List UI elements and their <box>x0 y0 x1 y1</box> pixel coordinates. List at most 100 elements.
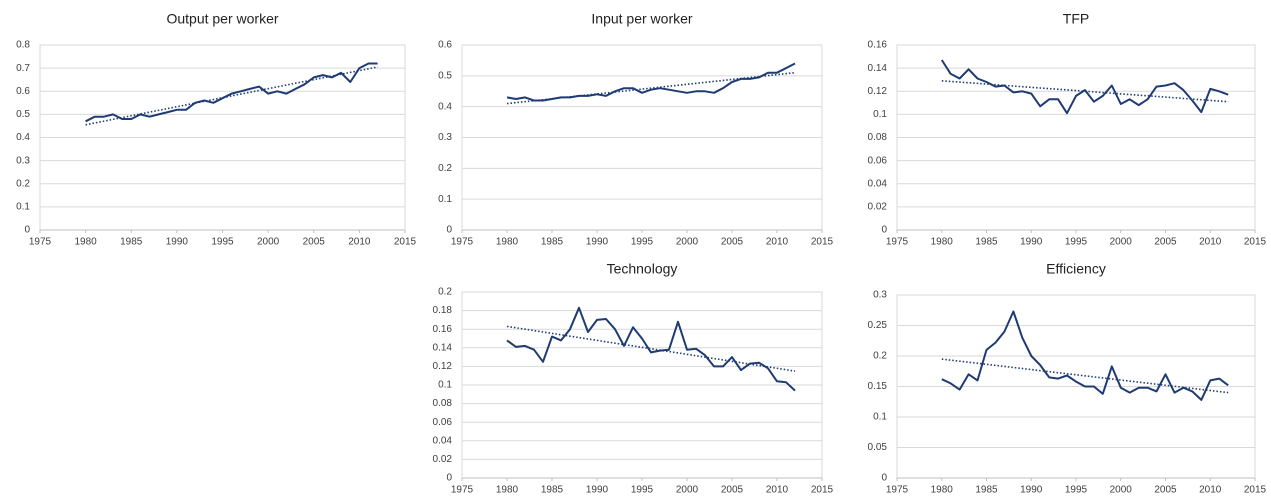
y-tick-label: 0.04 <box>868 178 888 189</box>
y-tick-label: 0 <box>881 225 887 236</box>
y-tick-label: 0.6 <box>438 40 452 51</box>
x-tick-label: 1975 <box>29 237 52 248</box>
x-tick-label: 2010 <box>766 237 789 248</box>
x-tick-label: 2000 <box>676 485 699 496</box>
data-line <box>85 62 378 123</box>
y-tick-label: 0.2 <box>438 163 452 174</box>
x-tick-label: 1975 <box>451 237 474 248</box>
y-tick-label: 0.12 <box>433 361 453 372</box>
y-tick-label: 0.05 <box>868 442 888 453</box>
y-tick-label: 0.12 <box>868 86 888 97</box>
y-tick-label: 0.5 <box>438 70 452 81</box>
chart-title: Efficiency <box>1046 261 1106 277</box>
x-tick-label: 1995 <box>211 237 234 248</box>
data-line <box>941 310 1229 401</box>
data-line <box>506 306 796 392</box>
y-tick-label: 0.14 <box>868 63 888 74</box>
x-tick-label: 2015 <box>811 485 834 496</box>
y-tick-label: 0.18 <box>433 305 453 316</box>
y-tick-label: 0.3 <box>873 290 887 301</box>
y-tick-label: 0.15 <box>868 381 888 392</box>
chart-title: Output per worker <box>166 11 278 27</box>
x-tick-label: 2005 <box>1154 485 1177 496</box>
x-tick-label: 2000 <box>1110 485 1133 496</box>
y-tick-label: 0.08 <box>868 132 888 143</box>
x-tick-label: 2010 <box>1199 237 1222 248</box>
x-tick-label: 1990 <box>1020 237 1043 248</box>
x-tick-label: 2000 <box>676 237 699 248</box>
x-tick-label: 1995 <box>631 237 654 248</box>
y-tick-label: 0.4 <box>438 101 452 112</box>
trend-line <box>506 71 796 105</box>
x-tick-label: 1985 <box>120 237 143 248</box>
x-tick-label: 1975 <box>451 485 474 496</box>
x-tick-label: 1975 <box>886 237 909 248</box>
x-tick-label: 1975 <box>886 485 909 496</box>
y-tick-label: 0.04 <box>433 435 453 446</box>
y-tick-label: 0.16 <box>868 40 888 51</box>
y-tick-label: 0.2 <box>873 351 887 362</box>
x-tick-label: 2015 <box>811 237 834 248</box>
x-tick-label: 1980 <box>496 237 519 248</box>
x-tick-label: 1980 <box>496 485 519 496</box>
x-tick-label: 1990 <box>1020 485 1043 496</box>
y-tick-label: 0 <box>446 473 452 484</box>
x-tick-label: 2010 <box>1199 485 1222 496</box>
y-tick-label: 0.6 <box>16 86 30 97</box>
x-tick-label: 1985 <box>541 485 564 496</box>
x-tick-label: 2015 <box>1244 485 1267 496</box>
x-tick-label: 2010 <box>348 237 371 248</box>
y-tick-label: 0.3 <box>438 132 452 143</box>
x-tick-label: 1985 <box>975 237 998 248</box>
y-tick-label: 0.2 <box>16 178 30 189</box>
y-tick-label: 0.1 <box>873 109 887 120</box>
y-tick-label: 0.8 <box>16 40 30 51</box>
x-tick-label: 1980 <box>75 237 98 248</box>
y-tick-label: 0.1 <box>438 194 452 205</box>
x-tick-label: 1990 <box>586 237 609 248</box>
y-tick-label: 0.06 <box>433 417 453 428</box>
x-tick-label: 2005 <box>721 485 744 496</box>
x-tick-label: 2005 <box>721 237 744 248</box>
y-tick-label: 0 <box>446 225 452 236</box>
x-tick-label: 2000 <box>257 237 280 248</box>
data-line <box>506 62 796 102</box>
x-tick-label: 2010 <box>766 485 789 496</box>
x-tick-label: 1995 <box>1065 237 1088 248</box>
y-tick-label: 0.1 <box>16 202 30 213</box>
trend-line <box>941 358 1229 394</box>
y-tick-label: 0.1 <box>438 380 452 391</box>
x-tick-label: 1990 <box>166 237 189 248</box>
data-line <box>940 59 1229 115</box>
y-tick-label: 0.16 <box>433 324 453 335</box>
y-tick-label: 0.14 <box>433 342 453 353</box>
x-tick-label: 2000 <box>1110 237 1133 248</box>
y-tick-label: 0.2 <box>438 287 452 298</box>
y-tick-label: 0.4 <box>16 132 30 143</box>
y-tick-label: 0 <box>881 473 887 484</box>
y-tick-label: 0.25 <box>868 320 888 331</box>
y-tick-label: 0.3 <box>16 155 30 166</box>
y-tick-label: 0.1 <box>873 412 887 423</box>
y-tick-label: 0 <box>24 225 30 236</box>
y-tick-label: 0.02 <box>433 454 453 465</box>
chart-title: Input per worker <box>591 11 692 27</box>
x-tick-label: 2005 <box>1154 237 1177 248</box>
x-tick-label: 1985 <box>975 485 998 496</box>
chart-title: Technology <box>607 261 678 277</box>
x-tick-label: 1980 <box>931 237 954 248</box>
x-tick-label: 1990 <box>586 485 609 496</box>
y-tick-label: 0.5 <box>16 109 30 120</box>
y-tick-label: 0.06 <box>868 155 888 166</box>
x-tick-label: 1985 <box>541 237 564 248</box>
x-tick-label: 2015 <box>1244 237 1267 248</box>
y-tick-label: 0.7 <box>16 63 30 74</box>
trend-line <box>506 325 796 372</box>
y-tick-label: 0.08 <box>433 398 453 409</box>
x-tick-label: 1980 <box>931 485 954 496</box>
x-tick-label: 2005 <box>303 237 326 248</box>
chart-title: TFP <box>1063 11 1089 27</box>
y-tick-label: 0.02 <box>868 202 888 213</box>
